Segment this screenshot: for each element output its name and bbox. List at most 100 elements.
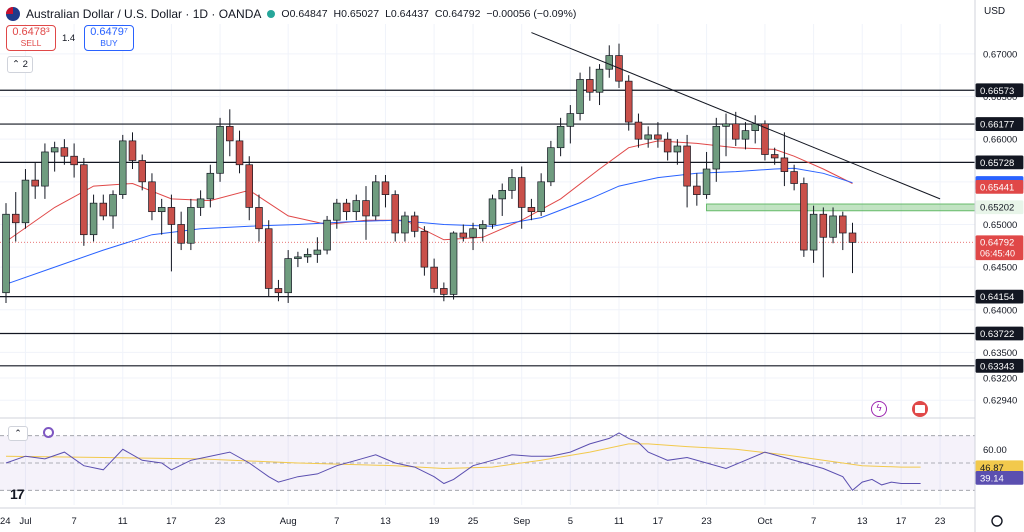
candle (41, 143, 49, 199)
candle-body-up (303, 253, 312, 258)
lightning-icon[interactable]: ϟ (871, 401, 887, 417)
candle-body-down (391, 194, 399, 234)
candle (547, 140, 555, 187)
level-price-label: 0.66177 (980, 120, 1014, 131)
rsi-settings-icon[interactable] (43, 427, 54, 438)
time-tick-label: Oct (758, 516, 773, 527)
trendline-line[interactable] (531, 32, 941, 200)
candle-body-up (595, 68, 604, 93)
chart-header: Australian Dollar / U.S. Dollar · 1D · O… (6, 6, 576, 22)
candle (80, 157, 88, 246)
candle (206, 164, 215, 208)
candles (2, 43, 857, 303)
rsi-line (5, 432, 921, 492)
candle-body-up (89, 202, 98, 236)
candle (537, 173, 545, 216)
candle (245, 156, 254, 221)
candle (410, 211, 419, 238)
candle (479, 220, 487, 242)
rsi-value-badge-bg (975, 470, 1024, 485)
aud-usd-flag-icon (6, 7, 20, 21)
candle (157, 198, 166, 235)
candle-body-down (60, 147, 69, 157)
candle (313, 237, 322, 263)
time-tick-label: 7 (334, 516, 339, 527)
candle (605, 45, 614, 78)
candle-body-down (274, 288, 283, 294)
candle-body-up (547, 147, 555, 183)
economic-calendar-icon[interactable] (912, 401, 928, 417)
price-tick-label: 0.66500 (983, 92, 1017, 103)
candle (70, 143, 78, 178)
candle-body-up (157, 207, 166, 213)
trendline[interactable] (531, 32, 941, 200)
ohlc-low: L0.64437 (385, 8, 429, 20)
rsi-collapse-button[interactable]: ⌃ (8, 426, 28, 441)
candle (196, 190, 205, 216)
candle (809, 205, 818, 263)
candle (693, 173, 701, 206)
price-tick-label: 0.63500 (983, 348, 1017, 359)
candle (770, 147, 779, 165)
candle (167, 194, 176, 272)
time-tick-label: 11 (614, 516, 624, 527)
candle (702, 151, 711, 199)
sell-label: SELL (20, 38, 42, 48)
candle-body-up (712, 126, 721, 170)
candle-body-up (741, 130, 750, 140)
buy-button[interactable]: 0.6479⁷ BUY (84, 25, 134, 51)
candle-body-down (517, 177, 526, 208)
candle-body-down (654, 134, 662, 140)
time-tick-label: 7 (71, 516, 76, 527)
indicators-collapse-button[interactable]: ⌃ 2 (7, 56, 33, 73)
candle (303, 248, 312, 263)
level-price-label: 0.63722 (980, 329, 1014, 340)
axis-settings-icon[interactable] (991, 515, 1003, 527)
candle (576, 72, 584, 121)
candle (391, 190, 399, 242)
candle (21, 169, 30, 229)
level-price-label: 0.63343 (980, 361, 1014, 372)
candle-body-down (177, 224, 185, 244)
candle (264, 220, 273, 297)
candle-body-down (70, 155, 78, 166)
price-tick-label: 0.62940 (983, 396, 1017, 407)
candle-body-up (556, 126, 565, 149)
candle (819, 207, 828, 278)
candle-body-up (41, 151, 49, 187)
candle (634, 113, 643, 148)
price-tick-label: 0.64500 (983, 263, 1017, 274)
time-tick-label: 17 (896, 516, 907, 527)
sell-button[interactable]: 0.6478³ SELL (6, 25, 56, 51)
price-tick-label: 0.67000 (983, 49, 1017, 60)
candle-body-down (128, 140, 137, 161)
candle (673, 139, 682, 165)
candle-body-up (109, 194, 117, 217)
time-axis[interactable]: 24 Jul 7 11 17 23 Aug 7 13 19 25 Sep 5 11 17 23 Oct 7 13 17… (0, 515, 1003, 527)
candle-body-up (313, 249, 322, 255)
time-tick-label: 13 (857, 516, 868, 527)
candle (829, 207, 837, 244)
time-tick-label: Sep (513, 516, 530, 527)
price-tick-label: 0.66000 (983, 135, 1017, 146)
candle (469, 222, 477, 251)
candle-body-up (323, 219, 331, 251)
candle (235, 130, 244, 174)
candle-body-down (245, 164, 254, 208)
tradingview-logo-icon[interactable]: 17 (10, 486, 25, 502)
level-price-label: 0.65728 (980, 158, 1014, 169)
candle-body-up (829, 215, 837, 238)
currency-label[interactable]: USD (984, 6, 1006, 17)
candle (99, 194, 108, 221)
candle-body-up (216, 126, 224, 174)
candle (128, 132, 137, 170)
candle-body-up (488, 198, 497, 225)
candle-body-up (537, 181, 545, 213)
time-tick-label: 17 (166, 516, 177, 527)
symbol-title[interactable]: Australian Dollar / U.S. Dollar · 1D · O… (26, 7, 262, 21)
time-tick-label: 23 (935, 516, 946, 527)
candle (31, 163, 39, 199)
candle-body-down (31, 179, 39, 187)
